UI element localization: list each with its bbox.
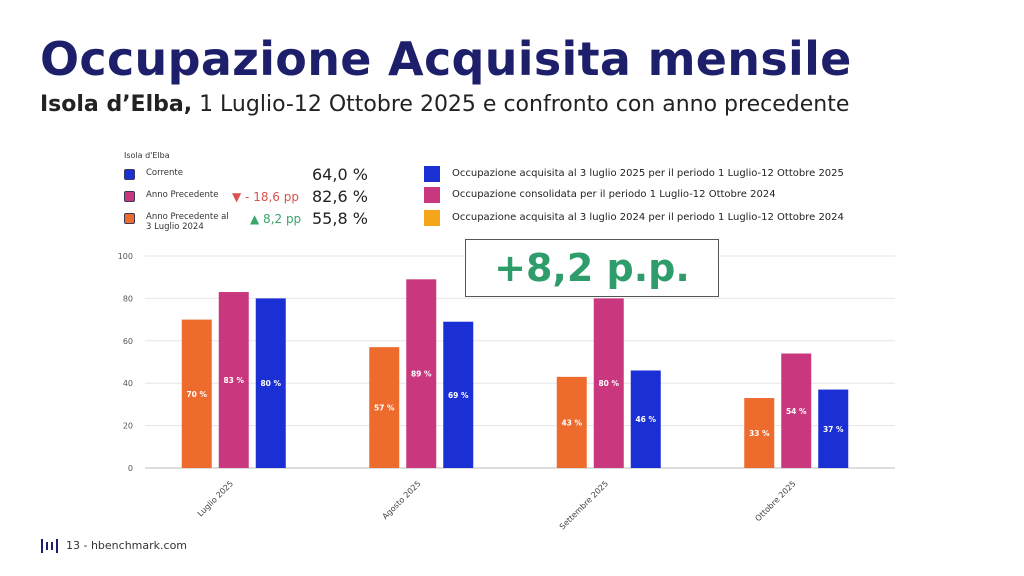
y-tick-label: 0 bbox=[128, 464, 133, 473]
page-subtitle: Isola d’Elba, 1 Luglio-12 Ottobre 2025 e… bbox=[40, 92, 849, 117]
bar-data-label: 80 % bbox=[260, 379, 281, 388]
bar bbox=[818, 389, 849, 468]
y-tick-label: 40 bbox=[123, 379, 133, 388]
bar-data-label: 89 % bbox=[411, 370, 432, 379]
bar-data-label: 80 % bbox=[598, 379, 619, 388]
kpi-swatch-current bbox=[124, 169, 135, 180]
y-tick-label: 20 bbox=[123, 422, 133, 431]
bar-data-label: 70 % bbox=[186, 390, 207, 399]
bar-data-label: 46 % bbox=[635, 415, 656, 424]
footer-text: 13 - hbenchmark.com bbox=[66, 539, 188, 552]
kpi-label-current: Corrente bbox=[146, 168, 183, 178]
bar-data-label: 33 % bbox=[749, 429, 770, 438]
bar bbox=[781, 353, 812, 468]
kpi-row-current: Corrente 64,0 % bbox=[124, 165, 384, 185]
bar bbox=[593, 298, 624, 468]
bar bbox=[369, 347, 400, 468]
bar-data-label: 69 % bbox=[448, 391, 469, 400]
bar bbox=[556, 376, 587, 468]
difference-annotation: +8,2 p.p. bbox=[465, 239, 719, 297]
kpi-value-previous-at-date: 55,8 % bbox=[312, 209, 368, 228]
subtitle-period: 1 Luglio-12 Ottobre 2025 e confronto con… bbox=[192, 92, 850, 117]
bar bbox=[406, 279, 437, 468]
legend-text-current: Occupazione acquisita al 3 luglio 2025 p… bbox=[452, 168, 844, 179]
kpi-swatch-previous-at-date bbox=[124, 213, 135, 224]
x-category-label: Ottobre 2025 bbox=[753, 479, 797, 523]
x-category-label: Settembre 2025 bbox=[558, 479, 610, 531]
bar-data-label: 54 % bbox=[786, 407, 807, 416]
kpi-label-previous: Anno Precedente bbox=[146, 190, 219, 200]
legend-swatch-current bbox=[424, 166, 440, 182]
page-title: Occupazione Acquisita mensile bbox=[40, 32, 852, 86]
kpi-value-current: 64,0 % bbox=[312, 165, 368, 184]
bar bbox=[218, 292, 249, 468]
kpi-label-line1: Anno Precedente al bbox=[146, 212, 229, 222]
kpi-row-previous-at-date: Anno Precedente al 3 Luglio 2024 ▲ 8,2 pp… bbox=[124, 209, 384, 232]
bar-data-label: 57 % bbox=[374, 404, 395, 413]
kpi-label-previous-at-date: Anno Precedente al 3 Luglio 2024 bbox=[146, 212, 229, 232]
y-tick-label: 80 bbox=[123, 294, 133, 303]
kpi-delta-previous-at-date: ▲ 8,2 pp bbox=[250, 212, 302, 226]
legend-swatch-consolidated bbox=[424, 187, 440, 203]
y-tick-label: 100 bbox=[118, 252, 133, 261]
kpi-label-line2: 3 Luglio 2024 bbox=[146, 222, 204, 232]
subtitle-location: Isola d’Elba, bbox=[40, 92, 193, 117]
legend-text-consolidated: Occupazione consolidata per il periodo 1… bbox=[452, 189, 776, 200]
x-category-label: Agosto 2025 bbox=[381, 479, 423, 521]
bar-data-label: 83 % bbox=[223, 376, 244, 385]
kpi-value-previous: 82,6 % bbox=[312, 187, 368, 206]
kpi-row-previous: Anno Precedente ▼ - 18,6 pp 82,6 % bbox=[124, 187, 384, 207]
hbenchmark-logo-icon bbox=[41, 539, 58, 553]
legend-text-previous-at-date: Occupazione acquisita al 3 luglio 2024 p… bbox=[452, 212, 844, 223]
bar bbox=[255, 298, 286, 468]
bar bbox=[181, 319, 212, 468]
bar bbox=[630, 370, 661, 468]
bar bbox=[443, 321, 474, 468]
legend-swatch-previous-at-date bbox=[424, 210, 440, 226]
kpi-delta-previous: ▼ - 18,6 pp bbox=[232, 190, 299, 204]
bar-data-label: 37 % bbox=[823, 425, 844, 434]
bar-data-label: 43 % bbox=[561, 418, 582, 427]
bar bbox=[744, 398, 775, 468]
x-category-label: Luglio 2025 bbox=[196, 479, 235, 518]
kpi-panel-title: Isola d'Elba bbox=[124, 151, 170, 160]
kpi-swatch-previous bbox=[124, 191, 135, 202]
y-tick-label: 60 bbox=[123, 337, 133, 346]
